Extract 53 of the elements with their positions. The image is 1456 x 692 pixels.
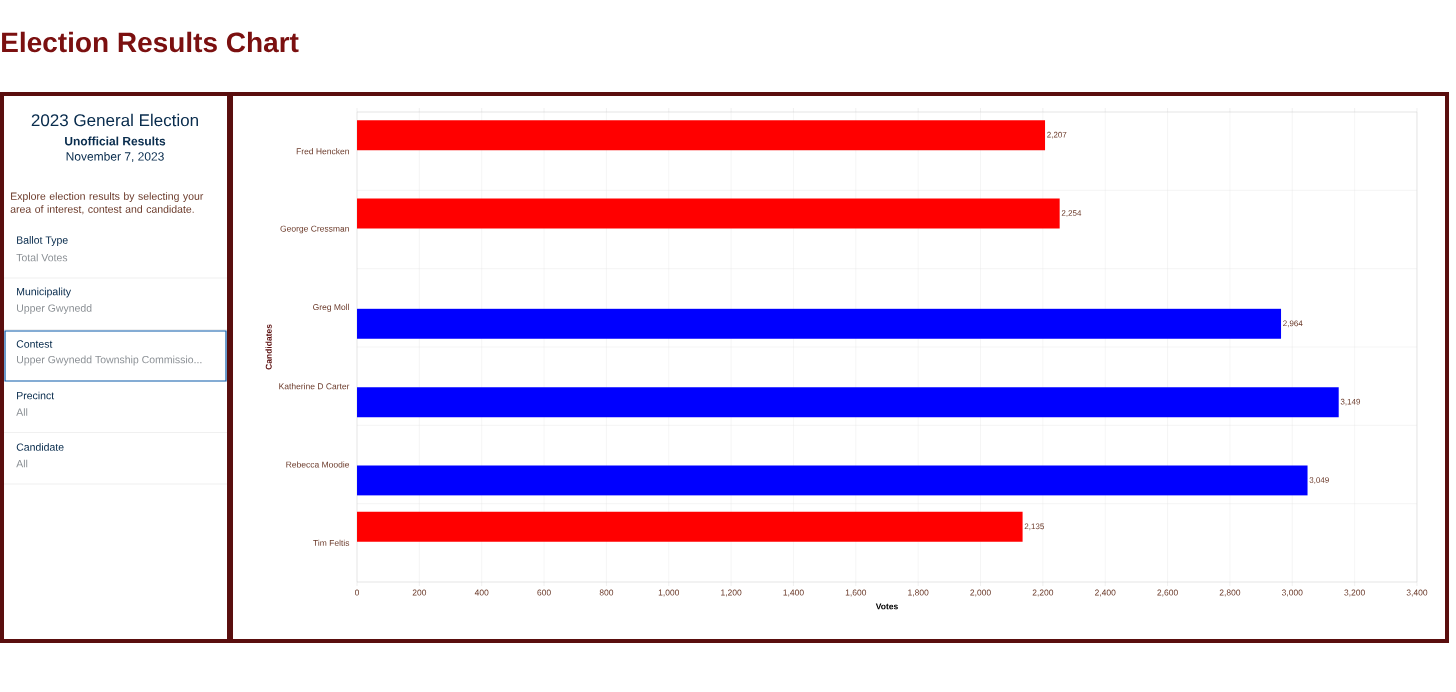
data-label: 3,049 — [1309, 477, 1329, 484]
data-label: 2,207 — [1047, 131, 1067, 139]
x-tick-label: 2,600 — [1157, 589, 1178, 597]
bar — [357, 387, 1339, 418]
bar — [357, 511, 1023, 542]
y-tick-label: George Cressman — [280, 225, 349, 234]
x-tick-label: 1,400 — [783, 589, 804, 597]
x-tick-label: 2,200 — [1032, 589, 1054, 597]
x-tick-label: 200 — [412, 589, 427, 596]
y-tick-label: Tim Feltis — [313, 539, 350, 546]
data-label: 2,135 — [1024, 523, 1044, 531]
text: November 7, 2023 — [66, 151, 164, 163]
text: Municipality — [17, 287, 72, 298]
text: All — [16, 459, 28, 468]
x-tick-label: 600 — [537, 589, 551, 596]
y-tick-label: Fred Hencken — [296, 148, 349, 155]
chart-title: Election Results Chart — [2, 31, 299, 53]
x-axis-title: Votes — [875, 603, 898, 610]
text: Ballot Type — [17, 236, 68, 246]
text: Upper Gwynedd — [17, 304, 92, 314]
data-label: 2,254 — [1061, 210, 1082, 217]
text: Precinct — [17, 391, 55, 400]
y-tick-label: Greg Moll — [313, 303, 349, 312]
bar — [357, 465, 1308, 496]
x-tick-label: 800 — [599, 589, 614, 596]
text: 2023 General Election — [31, 113, 198, 127]
x-tick-label: 3,200 — [1344, 589, 1365, 597]
x-tick-label: 2,800 — [1219, 589, 1241, 597]
text: Upper Gwynedd Township Commissio... — [17, 355, 202, 366]
x-tick-label: 3,400 — [1406, 589, 1428, 597]
x-tick-label: 1,800 — [908, 589, 929, 597]
data-label: 3,149 — [1340, 398, 1361, 406]
x-tick-label: 1,600 — [845, 589, 867, 597]
y-tick-label: Katherine D Carter — [279, 383, 350, 390]
text: Total Votes — [16, 253, 68, 262]
y-axis-title: Candidates — [265, 324, 272, 370]
x-tick-label: 2,400 — [1095, 589, 1116, 597]
x-tick-label: 1,200 — [721, 589, 742, 597]
x-tick-label: 0 — [354, 589, 360, 596]
bar — [357, 308, 1282, 339]
x-tick-label: 400 — [474, 589, 489, 596]
bar — [357, 198, 1060, 229]
bar — [357, 120, 1046, 151]
data-label: 2,964 — [1283, 320, 1303, 328]
x-tick-label: 1,000 — [658, 589, 680, 597]
text: All — [16, 408, 28, 416]
x-tick-label: 2,000 — [970, 589, 991, 597]
text: Contest — [16, 340, 53, 348]
x-tick-label: 3,000 — [1281, 589, 1303, 597]
text: Explore election results by selecting your area of interest, contest and candidate. — [10, 192, 204, 215]
text: Candidate — [16, 443, 64, 451]
text: Unofficial Results — [65, 136, 166, 146]
y-tick-label: Rebecca Moodie — [286, 461, 350, 468]
